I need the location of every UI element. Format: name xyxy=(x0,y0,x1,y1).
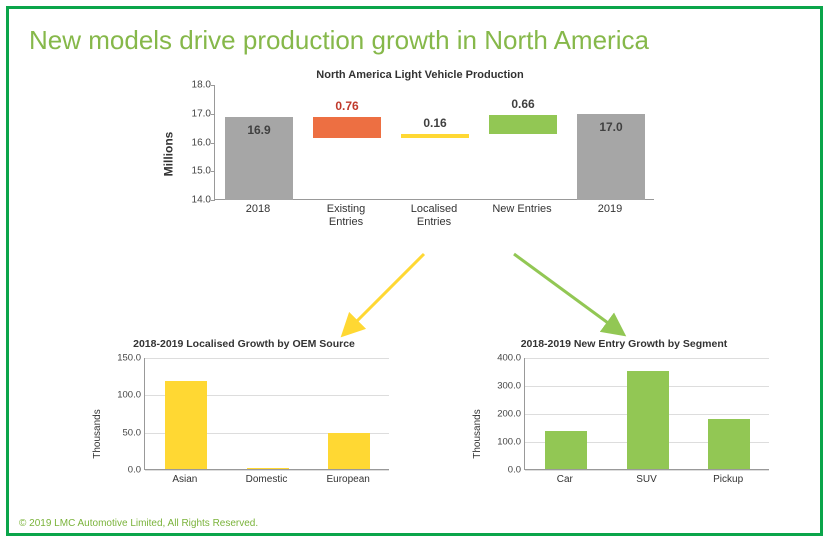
small-chart-bar xyxy=(165,381,207,469)
small-chart-y-tick: 200.0 xyxy=(483,409,521,420)
waterfall-chart: North America Light Vehicle Production M… xyxy=(174,81,666,226)
small-chart-y-tick: 300.0 xyxy=(483,381,521,392)
small-chart-y-tick: 100.0 xyxy=(103,390,141,401)
small-chart-x-category: Asian xyxy=(144,474,226,485)
localised-title: 2018-2019 Localised Growth by OEM Source xyxy=(89,338,399,350)
waterfall-x-category: ExistingEntries xyxy=(303,203,389,229)
arrow-to-newentry xyxy=(484,249,644,349)
waterfall-x-category: New Entries xyxy=(479,203,565,216)
waterfall-bar xyxy=(313,117,381,139)
waterfall-y-tick: 16.0 xyxy=(181,137,211,148)
newentry-title: 2018-2019 New Entry Growth by Segment xyxy=(469,338,779,350)
waterfall-bar: 16.9 xyxy=(225,117,293,200)
waterfall-title: North America Light Vehicle Production xyxy=(174,69,666,81)
waterfall-bar: 17.0 xyxy=(577,114,645,200)
small-chart-y-tick: 150.0 xyxy=(103,353,141,364)
waterfall-bar xyxy=(489,115,557,134)
small-chart-y-tick: 100.0 xyxy=(483,437,521,448)
newentry-plot-area: 0.0100.0200.0300.0400.0 xyxy=(524,358,769,470)
small-chart-bar xyxy=(247,468,289,469)
small-chart-x-category: Domestic xyxy=(226,474,308,485)
waterfall-y-tick: 15.0 xyxy=(181,166,211,177)
waterfall-x-category: 2018 xyxy=(215,203,301,216)
newentry-chart: 2018-2019 New Entry Growth by Segment Th… xyxy=(469,344,779,499)
slide-title: New models drive production growth in No… xyxy=(29,25,649,56)
small-chart-y-tick: 0.0 xyxy=(103,465,141,476)
waterfall-bar xyxy=(401,134,469,139)
arrow-to-localised xyxy=(329,249,449,349)
localised-chart: 2018-2019 Localised Growth by OEM Source… xyxy=(89,344,399,499)
waterfall-y-tick: 18.0 xyxy=(181,80,211,91)
small-chart-x-category: European xyxy=(307,474,389,485)
waterfall-x-category: 2019 xyxy=(567,203,653,216)
waterfall-y-tick: 17.0 xyxy=(181,108,211,119)
localised-y-axis-label: Thousands xyxy=(92,409,103,458)
waterfall-y-tick: 14.0 xyxy=(181,195,211,206)
small-chart-bar xyxy=(328,433,370,469)
waterfall-bar-label: 0.16 xyxy=(401,116,469,130)
localised-plot-area: 0.050.0100.0150.0 xyxy=(144,358,389,470)
small-chart-x-category: Car xyxy=(524,474,606,485)
small-chart-x-category: SUV xyxy=(606,474,688,485)
newentry-y-axis-label: Thousands xyxy=(472,409,483,458)
slide-frame: New models drive production growth in No… xyxy=(6,6,823,536)
waterfall-bar-label: 17.0 xyxy=(577,120,645,134)
waterfall-plot-area: 14.015.016.017.018.016.90.760.160.6617.0 xyxy=(214,85,654,200)
waterfall-bar-label: 0.76 xyxy=(313,99,381,113)
small-chart-y-tick: 0.0 xyxy=(483,465,521,476)
copyright-text: © 2019 LMC Automotive Limited, All Right… xyxy=(19,518,258,529)
waterfall-bar-label: 16.9 xyxy=(225,123,293,137)
small-chart-y-tick: 400.0 xyxy=(483,353,521,364)
waterfall-x-category: LocalisedEntries xyxy=(391,203,477,229)
small-chart-x-category: Pickup xyxy=(687,474,769,485)
waterfall-bar-label: 0.66 xyxy=(489,97,557,111)
small-chart-bar xyxy=(545,431,587,469)
small-chart-bar xyxy=(627,371,669,469)
waterfall-y-axis-label: Millions xyxy=(161,131,175,176)
small-chart-bar xyxy=(708,419,750,469)
small-chart-y-tick: 50.0 xyxy=(103,427,141,438)
